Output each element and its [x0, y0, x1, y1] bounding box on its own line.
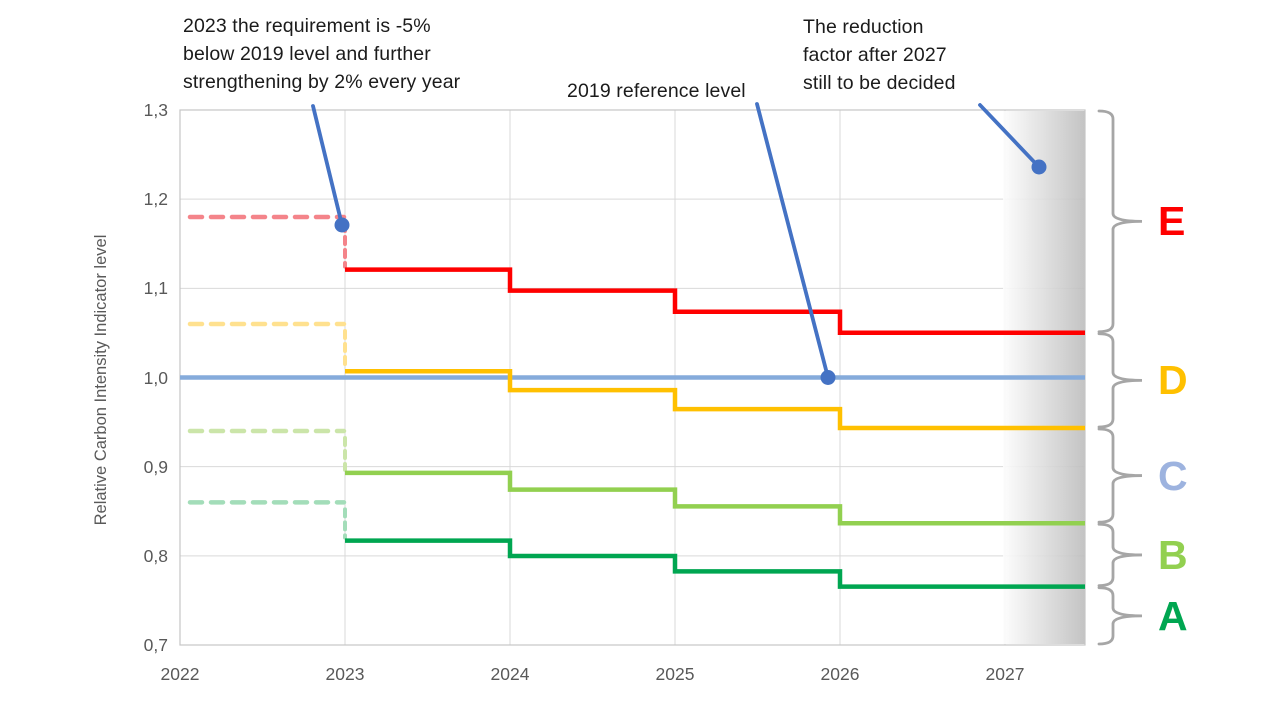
x-tick-label-2025: 2025: [655, 664, 695, 684]
rating-band-brace-C: [1097, 427, 1143, 524]
y-tick-label-1_2: 1,2: [143, 189, 168, 210]
rating-letter-D: D: [1158, 357, 1188, 404]
y-tick-label-1_0: 1,0: [143, 367, 168, 388]
y-tick-label-1_3: 1,3: [143, 100, 168, 120]
rating-letter-C: C: [1158, 452, 1188, 499]
rating-band-brace-B: [1097, 522, 1143, 588]
callout-2023-requirement-line: [311, 104, 344, 227]
green-boundary-step-line: [345, 538, 1085, 589]
rating-band-brace-A: [1097, 586, 1143, 646]
callout-2019-reference-line: [755, 102, 830, 380]
rating-letter-A: A: [1158, 592, 1188, 639]
annotation-2019-reference: 2019 reference level: [567, 80, 746, 102]
red-boundary-step-line: [345, 267, 1085, 335]
y-tick-label-1_1: 1,1: [143, 278, 168, 299]
annotation-after-2027: The reduction factor after 2027 still to…: [803, 16, 956, 94]
y-axis-title: Relative Carbon Intensity Indicator leve…: [92, 234, 110, 526]
annotation-2023-requirement: 2023 the requirement is -5% below 2019 l…: [183, 15, 461, 93]
rating-letter-B: B: [1158, 531, 1188, 578]
x-tick-label-2024: 2024: [490, 664, 530, 684]
yellow-boundary-step-line: [345, 369, 1085, 431]
rating-band-brace-E: [1097, 109, 1143, 334]
rating-letter-E: E: [1158, 198, 1186, 245]
y-tick-label-0_8: 0,8: [143, 545, 168, 566]
x-tick-label-2022: 2022: [160, 664, 200, 684]
callout-after-2027-line: [978, 103, 1041, 169]
callout-2019-reference-dot: [820, 370, 836, 385]
light-green-boundary-step-line: [345, 470, 1085, 526]
rating-band-brace-D: [1097, 332, 1143, 429]
callout-after-2027-dot: [1031, 159, 1047, 175]
callout-2023-requirement-dot: [334, 217, 350, 233]
x-tick-label-2027: 2027: [985, 664, 1025, 684]
y-tick-label-0_7: 0,7: [143, 635, 168, 655]
y-tick-label-0_9: 0,9: [143, 456, 168, 477]
x-tick-label-2026: 2026: [820, 664, 860, 684]
x-tick-label-2023: 2023: [325, 664, 365, 684]
